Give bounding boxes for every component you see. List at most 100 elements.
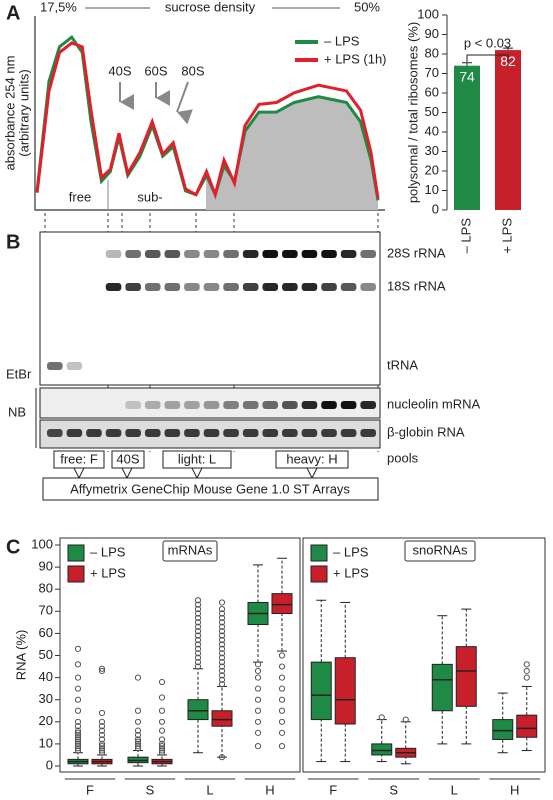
outlier — [194, 659, 202, 666]
outlier — [158, 749, 166, 756]
x-tick-label: S — [146, 782, 155, 797]
legend-label: – LPS — [90, 544, 126, 559]
outlier — [158, 718, 166, 725]
gel-band — [282, 401, 298, 409]
plot-frame — [302, 537, 546, 773]
gel-band — [164, 429, 181, 437]
gel-band — [223, 401, 239, 409]
arrays-label: Affymetrix GeneChip Mouse Gene 1.0 ST Ar… — [70, 481, 350, 496]
outlier — [194, 632, 202, 639]
gel-band — [301, 429, 318, 437]
outlier — [218, 605, 226, 613]
outlier — [194, 645, 202, 652]
gel-band — [203, 429, 220, 437]
value-label: 74 — [459, 68, 475, 84]
outlier — [134, 731, 142, 739]
x-tick-label: L — [451, 782, 458, 797]
outlier — [98, 749, 106, 756]
outlier — [74, 734, 82, 741]
outlier — [194, 601, 202, 608]
error-bar — [462, 62, 472, 66]
y-tick-label: 90 — [39, 559, 53, 574]
y-tick-label: 10 — [39, 735, 53, 750]
gel-band — [47, 429, 63, 437]
outlier — [74, 718, 82, 725]
legend-label: + LPS (1h) — [324, 51, 387, 66]
gel-band — [125, 429, 141, 437]
outlier — [98, 747, 106, 754]
gel-band — [262, 283, 279, 291]
outlier — [218, 619, 226, 626]
outlier — [194, 619, 202, 626]
gel-band — [360, 250, 376, 258]
gel-band — [184, 283, 200, 291]
peak-label: 40S — [108, 63, 131, 78]
error-bar — [503, 47, 513, 51]
outlier — [278, 685, 286, 692]
gel-band — [301, 401, 318, 409]
gel-band — [223, 283, 239, 291]
outlier — [278, 707, 286, 714]
outlier — [98, 709, 106, 717]
outlier — [74, 696, 82, 703]
gel-band — [321, 250, 337, 258]
gel-band — [47, 362, 63, 370]
box — [431, 663, 453, 712]
outlier — [74, 685, 82, 692]
outlier — [278, 743, 286, 750]
y-tick-label: 20 — [425, 162, 439, 177]
gel-band — [321, 401, 337, 409]
gel-band — [105, 283, 122, 291]
outlier — [98, 745, 106, 752]
peak-label: 60S — [144, 63, 167, 78]
outlier — [158, 736, 166, 743]
gel-band — [105, 429, 122, 437]
outlier — [218, 645, 226, 652]
gel-band — [223, 429, 239, 437]
pool-label: light: L — [178, 451, 216, 466]
outlier — [218, 623, 226, 630]
region-label: sub- — [137, 189, 162, 204]
y-tick-label: 0 — [432, 201, 439, 216]
title-box — [162, 540, 218, 562]
gel-band — [282, 283, 298, 291]
outlier — [74, 661, 82, 668]
outlier — [254, 707, 262, 714]
gel-band — [66, 429, 83, 437]
y-tick-label: 70 — [425, 65, 439, 80]
outlier — [158, 745, 166, 752]
annotation: p < 0.03 — [464, 35, 511, 50]
gel-band — [184, 250, 200, 258]
gel-band — [203, 401, 220, 409]
legend-label: + LPS — [90, 565, 126, 580]
box — [211, 710, 233, 727]
outlier — [158, 743, 166, 750]
region-label: free — [69, 189, 91, 204]
band-label: 18S rRNA — [387, 278, 446, 293]
outlier — [254, 674, 262, 681]
outlier — [74, 707, 82, 714]
bar — [454, 65, 480, 210]
y-tick-label: 10 — [425, 182, 439, 197]
y-label: polysomal / total ribosomes (%) — [405, 22, 420, 203]
title-box — [404, 540, 476, 562]
gel-band — [282, 429, 298, 437]
gel-band — [340, 429, 357, 437]
box — [492, 719, 514, 740]
outlier — [194, 650, 202, 657]
y-label: absorbance 254 nm — [2, 56, 17, 171]
outlier — [158, 707, 166, 714]
outlier — [74, 745, 82, 752]
y-tick-label: 20 — [39, 713, 53, 728]
plot-title: snoRNAs — [413, 542, 468, 557]
outlier — [74, 747, 82, 754]
outlier — [218, 667, 226, 675]
pools-label: pools — [387, 450, 419, 465]
outlier — [194, 597, 202, 604]
outlier — [278, 696, 286, 703]
outlier — [134, 745, 142, 752]
outlier — [254, 718, 262, 725]
pool-boxes — [42, 450, 379, 501]
y-tick-label: 100 — [31, 536, 53, 551]
